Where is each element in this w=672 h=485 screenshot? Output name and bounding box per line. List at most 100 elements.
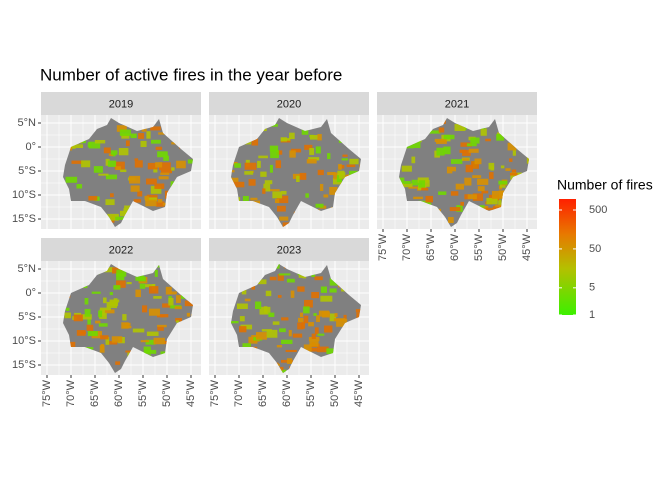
- fire-cell: [276, 205, 286, 212]
- fire-cell: [133, 199, 142, 203]
- fire-cell: [125, 140, 130, 147]
- strip-label: 2022: [109, 244, 133, 256]
- fire-cell: [109, 292, 113, 296]
- fire-cell: [303, 315, 309, 324]
- fire-cell: [147, 162, 158, 170]
- fire-cell: [323, 194, 329, 198]
- fire-cell: [153, 337, 165, 345]
- x-tick-label: 75°W: [209, 379, 221, 407]
- fire-cell: [231, 177, 239, 183]
- fire-cell: [123, 208, 131, 215]
- fire-cell: [244, 171, 254, 175]
- fire-cell: [231, 321, 239, 324]
- fire-cell: [111, 336, 123, 343]
- amazon-region: [231, 264, 361, 373]
- fire-cell: [231, 170, 235, 173]
- fire-cell: [403, 181, 411, 184]
- fire-cell: [486, 197, 498, 205]
- fire-cell: [443, 146, 451, 155]
- amazon-region: [63, 264, 193, 373]
- fire-cell: [399, 177, 405, 185]
- fire-cell: [309, 135, 319, 140]
- fire-cell: [144, 349, 157, 354]
- legend-label: 50: [589, 243, 601, 255]
- fire-cell: [276, 195, 289, 204]
- fire-cell: [98, 173, 109, 176]
- fire-cell: [121, 322, 129, 329]
- fire-cell: [99, 309, 105, 316]
- fire-cell: [526, 155, 529, 164]
- fire-cell: [130, 133, 137, 139]
- fire-cell: [280, 137, 287, 142]
- fire-cell: [107, 160, 117, 167]
- x-tick-label: 45°W: [521, 233, 533, 261]
- fire-cell: [321, 311, 330, 318]
- x-tick-label: 70°W: [65, 379, 77, 407]
- fire-cell: [105, 174, 118, 180]
- fire-cell: [120, 169, 127, 173]
- fire-cell: [480, 128, 487, 136]
- fire-cell: [462, 150, 471, 156]
- fire-cell: [71, 144, 83, 149]
- fire-cell: [429, 130, 441, 134]
- fire-cell: [464, 177, 472, 186]
- fire-cell: [289, 132, 295, 140]
- fire-cell: [95, 320, 101, 324]
- fire-cell: [474, 158, 482, 165]
- fire-cell: [512, 149, 516, 156]
- fire-cell: [417, 177, 429, 183]
- fire-cell: [462, 158, 470, 161]
- strip-label: 2019: [109, 98, 133, 110]
- fire-cell: [153, 167, 158, 173]
- y-tick-label: 15°S: [12, 359, 36, 371]
- fire-cell: [411, 156, 416, 164]
- fire-cell: [158, 176, 169, 180]
- fire-cell: [299, 312, 304, 318]
- x-tick-label: 65°W: [425, 233, 437, 261]
- fire-cell: [124, 205, 134, 210]
- fire-cell: [333, 318, 346, 322]
- fire-cell: [263, 306, 268, 314]
- fire-cell: [329, 313, 337, 322]
- fire-cell: [311, 292, 320, 299]
- x-tick-label: 50°W: [497, 233, 509, 261]
- fire-cell: [308, 322, 314, 327]
- y-tick-label: 5°N: [18, 263, 37, 275]
- fire-cell: [76, 184, 83, 189]
- fire-cell: [507, 142, 517, 151]
- fire-cell: [356, 312, 361, 320]
- fire-cell: [500, 165, 505, 169]
- fire-cell: [448, 217, 454, 224]
- fire-cell: [138, 276, 146, 282]
- fire-cell: [509, 158, 513, 162]
- strip: [209, 238, 369, 261]
- fire-cell: [460, 142, 472, 147]
- fire-cell: [317, 346, 329, 353]
- fire-cell: [421, 187, 429, 191]
- x-tick-label: 75°W: [377, 233, 389, 261]
- y-tick-label: 10°S: [12, 335, 36, 347]
- fire-cell: [134, 158, 139, 161]
- fire-cell: [146, 331, 159, 336]
- fire-cell: [436, 140, 447, 144]
- fire-cell: [99, 312, 107, 319]
- fire-cell: [107, 341, 118, 345]
- fire-cell: [489, 172, 494, 180]
- fire-cell: [451, 166, 457, 172]
- fire-cell: [485, 207, 494, 211]
- fire-cell: [258, 279, 267, 285]
- panel: 2022: [41, 238, 204, 378]
- fire-cell: [449, 207, 461, 212]
- fire-cell: [153, 296, 162, 299]
- fire-cell: [279, 328, 286, 333]
- legend-label: 500: [589, 204, 607, 216]
- fire-cell: [342, 154, 348, 157]
- fire-cell: [303, 306, 310, 314]
- fire-cell: [242, 195, 249, 203]
- fire-cell: [286, 278, 295, 283]
- fire-cell: [159, 314, 169, 318]
- fire-cell: [176, 160, 186, 169]
- fire-cell: [187, 159, 193, 164]
- fire-cell: [281, 190, 287, 195]
